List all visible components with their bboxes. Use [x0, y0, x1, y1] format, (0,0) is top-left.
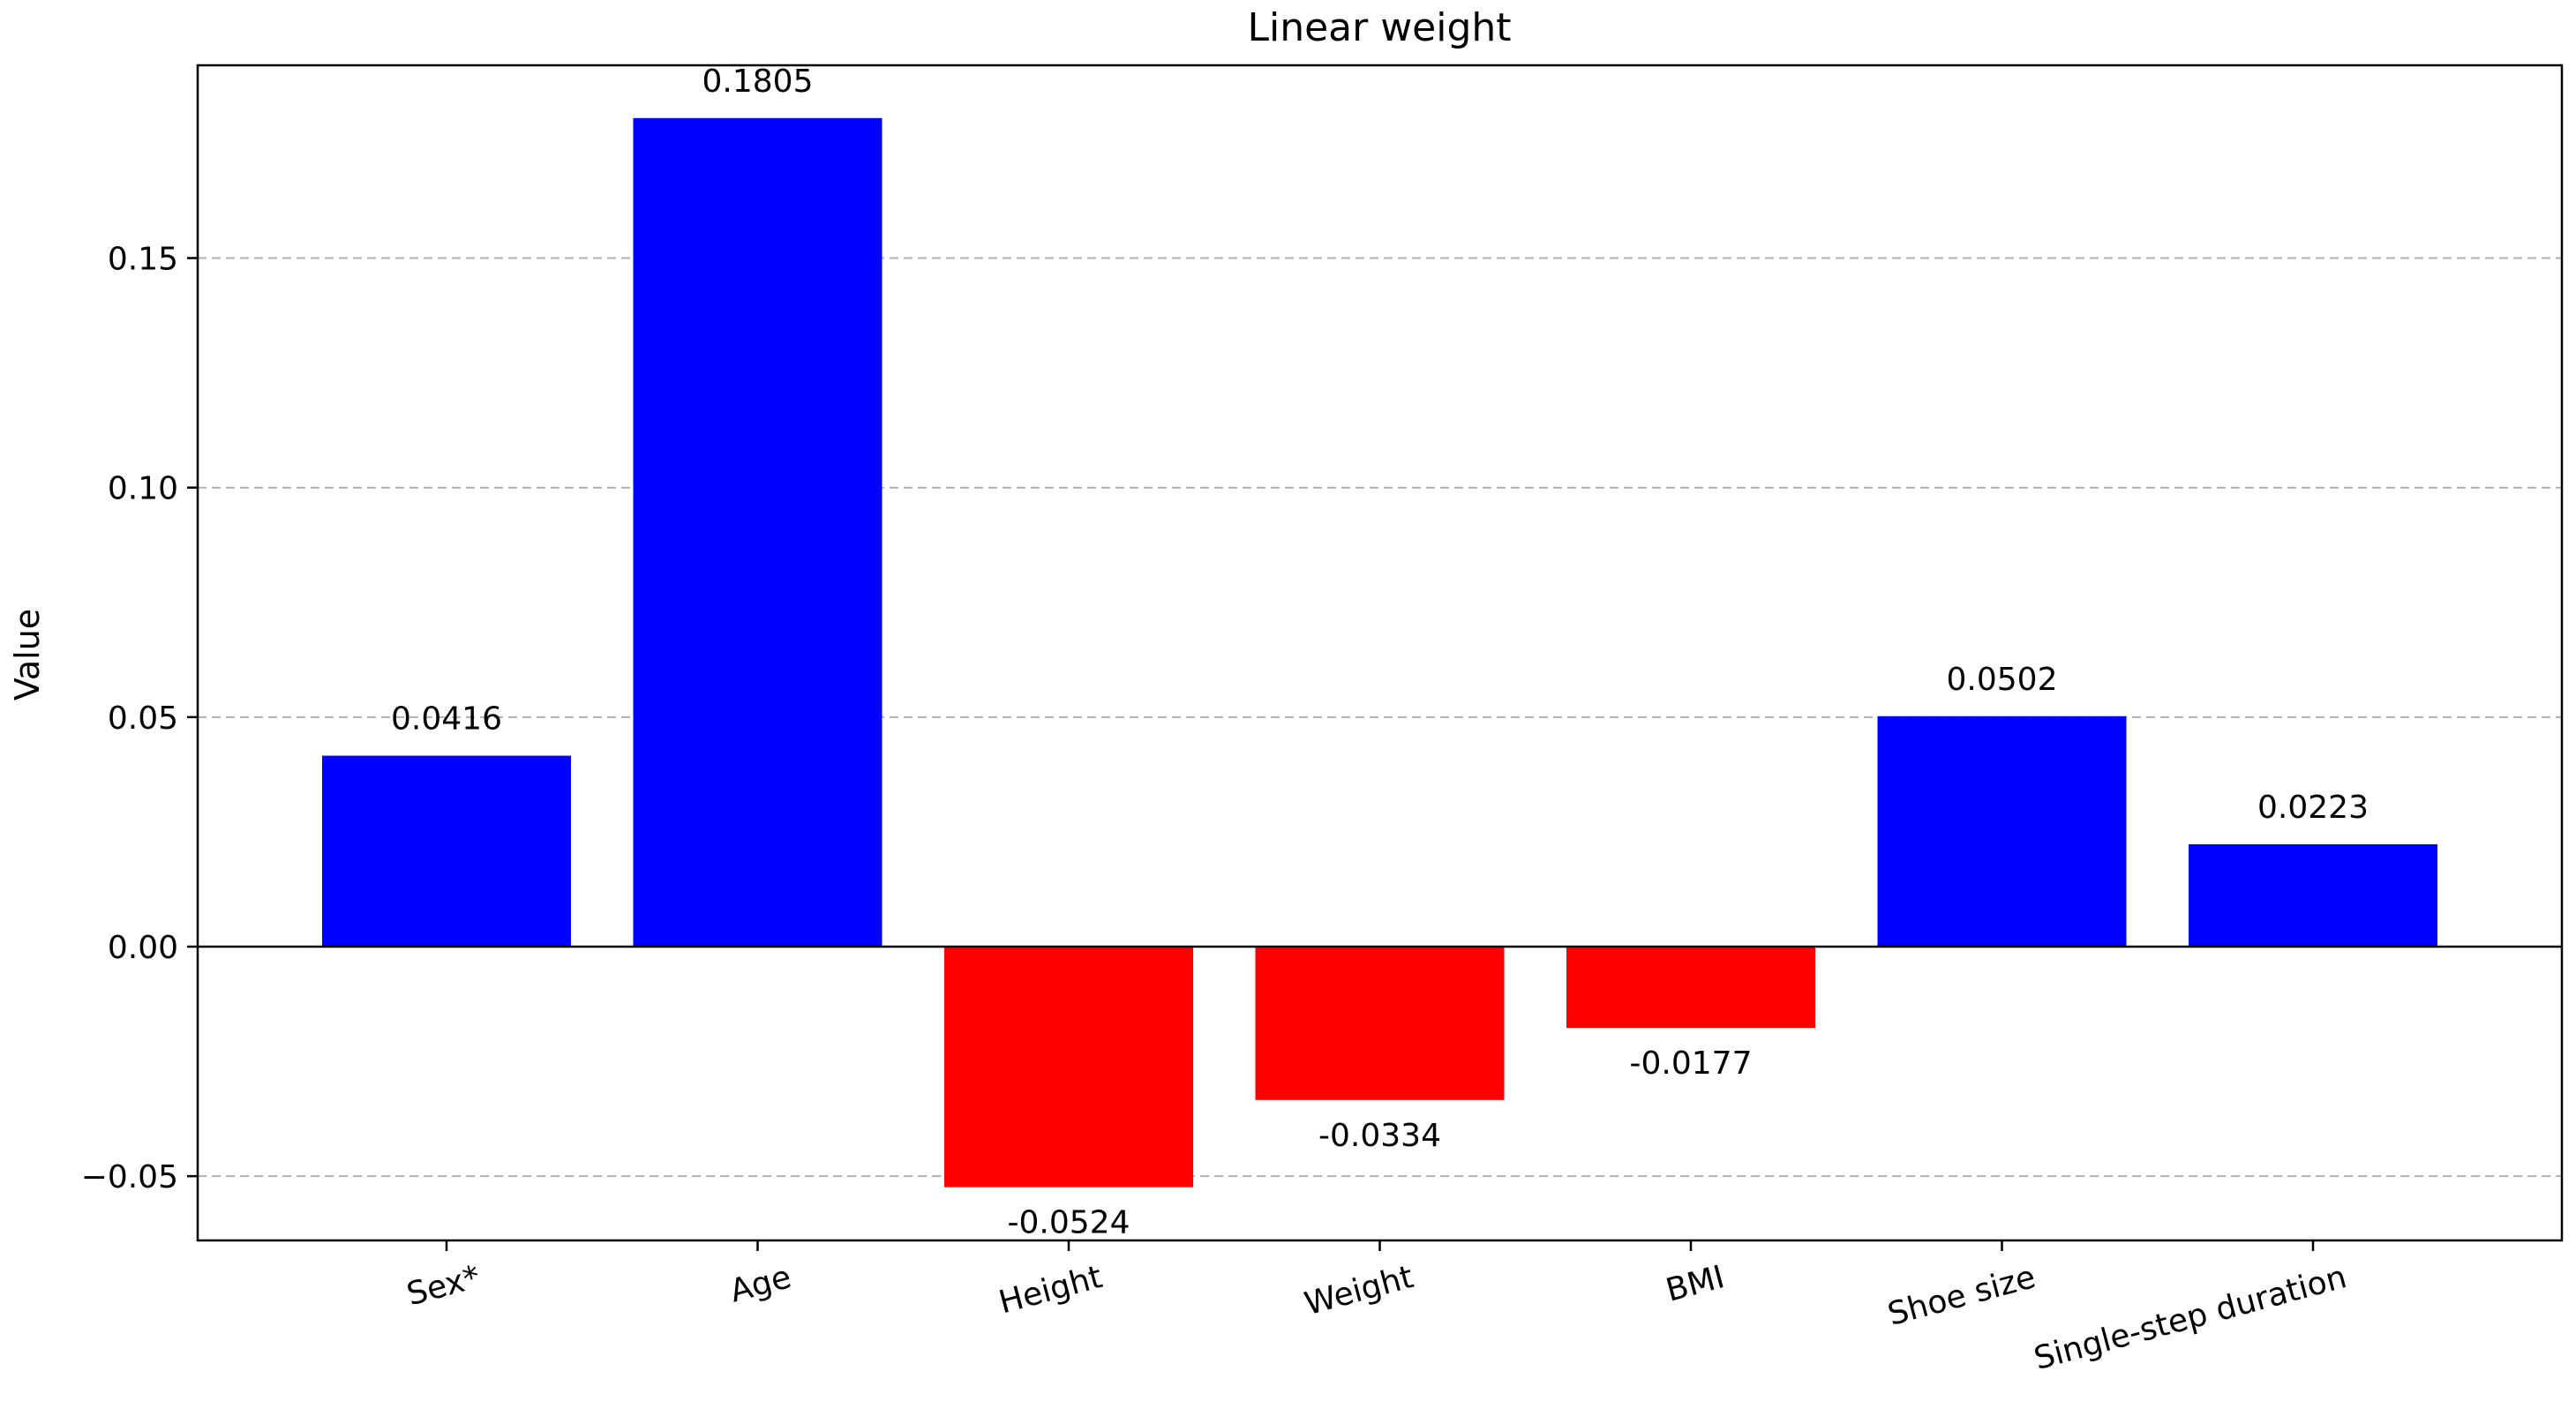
x-axis-ticks: Sex* Age Height Weight BMI Shoe sizeSingle-st…: [403, 1240, 2350, 1377]
bar: [2189, 843, 2437, 947]
y-tick-label: 0.15: [108, 242, 178, 278]
y-tick-label: 0.10: [108, 471, 178, 507]
bar-value-labels: 0.0416 0.1805 -0.0524 -0.0334 -0.0177 0.0502 0…: [391, 64, 2369, 1241]
bar: [944, 947, 1193, 1187]
bar-value-label: 0.0416: [391, 701, 502, 738]
bar-value-label: 0.1805: [702, 64, 814, 100]
x-tick-label: Height: [995, 1259, 1107, 1321]
y-tick-label: −0.05: [81, 1159, 178, 1195]
x-tick-label: Single-step duration: [2031, 1259, 2351, 1377]
bars: [322, 117, 2437, 1187]
x-tick-label: Sex*: [403, 1259, 484, 1313]
x-tick-label: Age: [726, 1259, 795, 1310]
bar: [1566, 947, 1815, 1029]
bar-value-label: -0.0177: [1630, 1045, 1753, 1082]
gridlines: [198, 257, 2562, 1178]
y-axis-title: Value: [8, 609, 47, 700]
bar-value-label: 0.0502: [1947, 662, 2058, 698]
bar: [1877, 715, 2127, 947]
y-tick-label: 0.00: [108, 930, 178, 966]
chart-title: Linear weight: [1247, 5, 1511, 50]
bar: [322, 755, 571, 947]
bar-value-label: 0.0223: [2257, 790, 2369, 826]
y-tick-label: 0.05: [108, 700, 178, 737]
x-tick-label: Shoe size: [1884, 1259, 2039, 1333]
x-tick-label: BMI: [1663, 1259, 1729, 1309]
bar-value-label: -0.0334: [1318, 1118, 1441, 1154]
x-tick-label: Weight: [1301, 1259, 1417, 1322]
y-axis-ticks: −0.05 0.00 0.05 0.10 0.15: [81, 242, 198, 1195]
bar: [633, 117, 882, 947]
bar: [1255, 947, 1505, 1100]
bar-value-label: -0.0524: [1008, 1205, 1130, 1241]
